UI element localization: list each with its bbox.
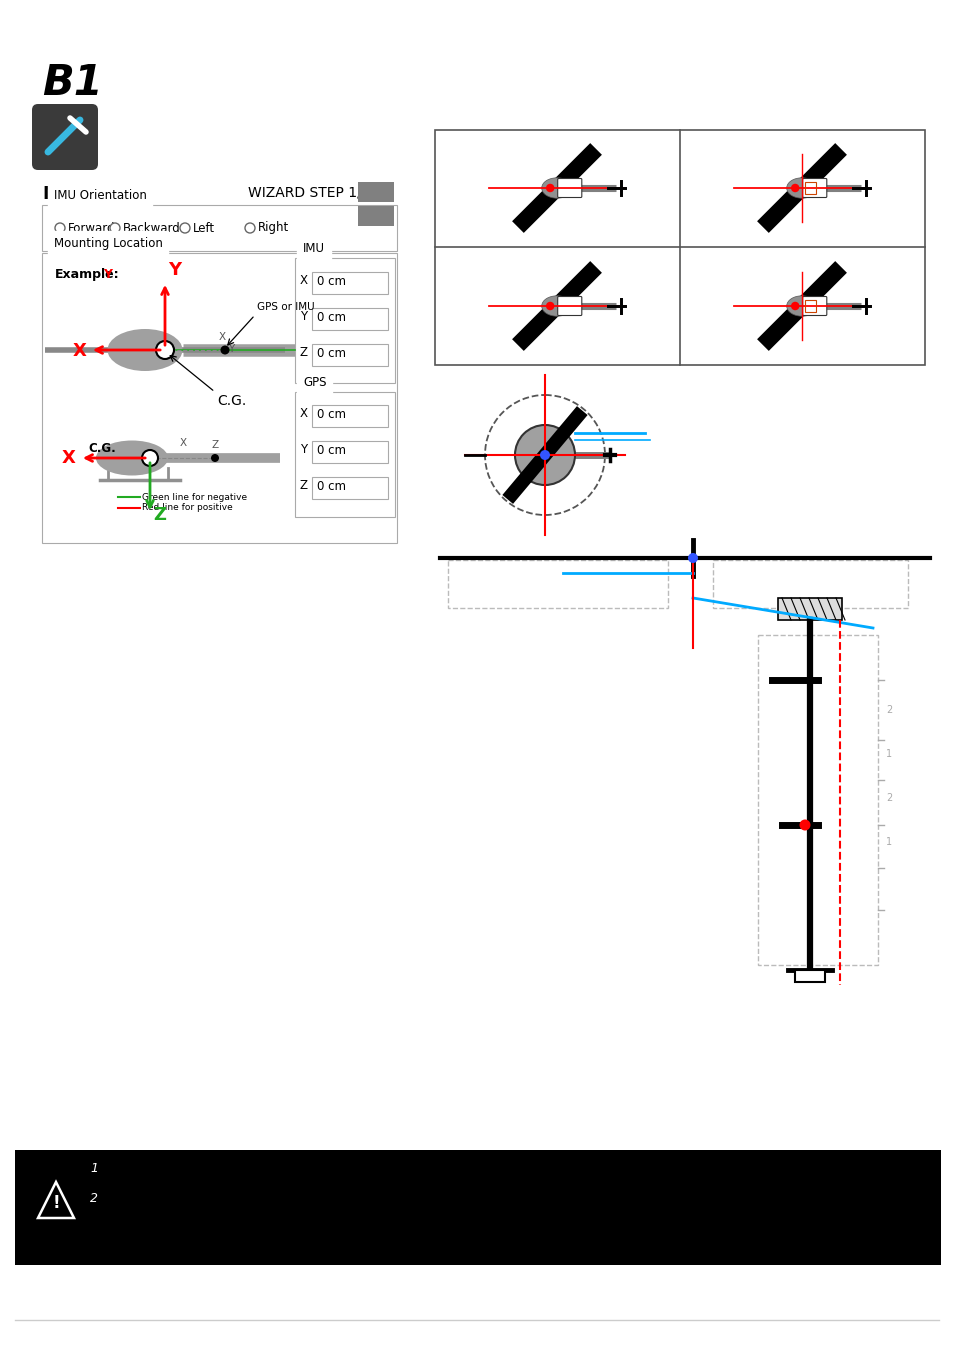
Bar [712, 560, 907, 608]
Text: Y: Y [103, 269, 112, 281]
Text: X: X [299, 406, 308, 420]
Text: 0 cm: 0 cm [316, 408, 346, 421]
Text: X: X [180, 437, 187, 448]
Text: 0 cm: 0 cm [316, 310, 346, 324]
Text: Backward: Backward [123, 221, 180, 235]
Circle shape [156, 342, 173, 359]
Text: Z: Z [299, 479, 308, 491]
Bar [312, 344, 388, 366]
Circle shape [539, 450, 550, 460]
Text: B1: B1 [42, 62, 103, 104]
Text: 2: 2 [90, 1192, 98, 1206]
Ellipse shape [541, 296, 572, 316]
Text: WIZARD STEP 1/8: WIZARD STEP 1/8 [248, 185, 370, 198]
Text: IMU: IMU [303, 242, 325, 255]
Text: MOUNTING: MOUNTING [42, 185, 153, 202]
Text: 2: 2 [885, 705, 891, 716]
Bar [312, 477, 388, 500]
Bar [312, 271, 388, 294]
Text: X: X [219, 332, 226, 342]
Circle shape [545, 184, 554, 192]
Circle shape [55, 223, 65, 234]
Text: 0 cm: 0 cm [316, 481, 346, 493]
Text: GPS: GPS [303, 377, 326, 389]
Text: 0 cm: 0 cm [316, 347, 346, 360]
Circle shape [484, 396, 604, 514]
Text: Left: Left [193, 221, 214, 235]
Text: Green line for negative: Green line for negative [142, 493, 247, 501]
Text: Forward: Forward [68, 221, 115, 235]
Text: C.G.: C.G. [216, 394, 246, 408]
Text: X: X [299, 274, 308, 288]
Text: 1: 1 [885, 749, 891, 759]
Text: !: ! [52, 1193, 60, 1212]
Text: Y: Y [168, 261, 181, 279]
Text: GPS or IMU: GPS or IMU [256, 302, 314, 312]
Circle shape [515, 425, 575, 485]
Bar [312, 441, 388, 463]
Circle shape [245, 223, 254, 234]
Bar [42, 205, 396, 251]
Text: Example:: Example: [55, 269, 119, 281]
Circle shape [687, 554, 698, 563]
Text: 1: 1 [885, 837, 891, 846]
Bar [294, 258, 395, 383]
Text: 1: 1 [90, 1162, 98, 1174]
Bar [294, 392, 395, 517]
Circle shape [220, 346, 230, 355]
Text: C.G.: C.G. [88, 441, 115, 455]
Text: 0 cm: 0 cm [316, 444, 346, 458]
FancyBboxPatch shape [801, 297, 826, 316]
Text: Red line for positive: Red line for positive [142, 504, 233, 513]
Ellipse shape [96, 440, 168, 475]
Text: Y: Y [299, 310, 307, 323]
Circle shape [545, 302, 554, 311]
Bar [312, 405, 388, 427]
Ellipse shape [786, 178, 817, 198]
Circle shape [790, 184, 799, 192]
Circle shape [110, 223, 120, 234]
Bar [312, 308, 388, 329]
Text: X: X [73, 342, 87, 360]
Ellipse shape [786, 296, 817, 316]
Text: Z: Z [152, 506, 166, 524]
Text: 0 cm: 0 cm [316, 275, 346, 288]
Ellipse shape [541, 178, 572, 198]
Bar [794, 971, 824, 981]
Bar [357, 182, 394, 202]
Text: X: X [62, 450, 76, 467]
FancyBboxPatch shape [558, 178, 581, 197]
Text: Z: Z [212, 440, 219, 450]
Bar [804, 182, 815, 194]
Circle shape [211, 454, 219, 462]
Text: 2: 2 [885, 792, 891, 803]
Bar [42, 252, 396, 543]
Ellipse shape [108, 329, 182, 371]
Circle shape [142, 450, 158, 466]
Text: IMU Orientation: IMU Orientation [54, 189, 147, 202]
Bar [435, 130, 924, 364]
Circle shape [180, 223, 190, 234]
Circle shape [790, 302, 799, 311]
Bar [357, 207, 394, 225]
Bar [778, 598, 841, 620]
Circle shape [799, 819, 810, 830]
FancyBboxPatch shape [32, 104, 98, 170]
Bar [758, 634, 877, 965]
Bar [448, 560, 667, 608]
Text: Mounting Location: Mounting Location [54, 238, 163, 250]
Text: Y: Y [299, 443, 307, 456]
FancyBboxPatch shape [801, 178, 826, 197]
Text: Y: Y [228, 344, 234, 354]
Text: Right: Right [257, 221, 289, 235]
Bar [804, 300, 815, 312]
Bar [15, 1150, 940, 1265]
FancyBboxPatch shape [558, 297, 581, 316]
Text: Z: Z [299, 346, 308, 359]
